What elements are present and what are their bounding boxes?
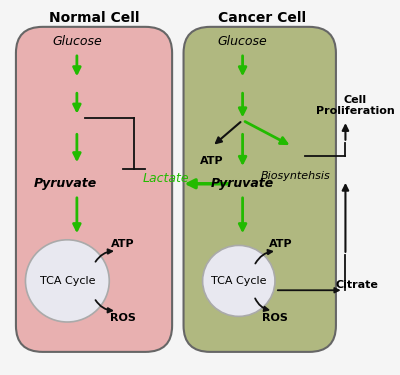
Text: ATP: ATP [111,238,134,249]
FancyBboxPatch shape [16,27,172,352]
Text: Cell
Proliferation: Cell Proliferation [316,94,394,116]
Text: Biosyntehsis: Biosyntehsis [261,171,331,181]
Text: Cancer Cell: Cancer Cell [218,10,306,24]
Text: Lactate: Lactate [143,172,190,184]
Text: Glucose: Glucose [52,35,102,48]
Circle shape [202,245,275,316]
Circle shape [26,240,109,322]
Text: ROS: ROS [262,313,288,323]
Text: TCA Cycle: TCA Cycle [211,276,266,286]
Text: Citrate: Citrate [336,280,378,290]
Text: ATP: ATP [269,238,292,249]
Text: Pyruvate: Pyruvate [211,177,274,190]
FancyBboxPatch shape [184,27,336,352]
Text: Glucose: Glucose [218,35,268,48]
Text: ATP: ATP [200,156,224,166]
Text: TCA Cycle: TCA Cycle [40,276,95,286]
Text: Normal Cell: Normal Cell [49,10,139,24]
Text: Pyruvate: Pyruvate [34,177,97,190]
Text: ROS: ROS [110,313,136,323]
